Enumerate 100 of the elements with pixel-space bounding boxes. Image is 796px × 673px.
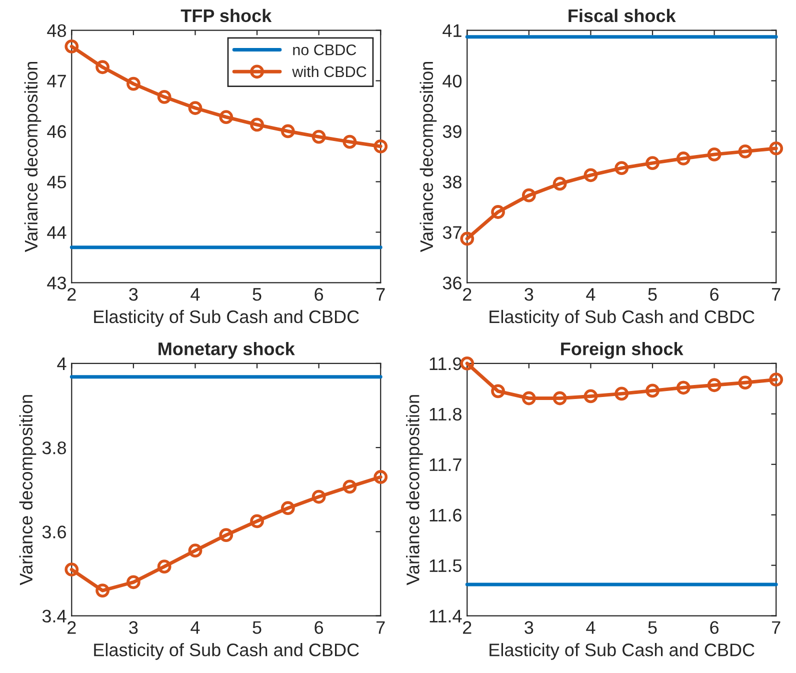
x-tick-label: 6 xyxy=(314,621,324,634)
chart-title: Foreign shock xyxy=(561,342,684,359)
point xyxy=(280,124,295,138)
point xyxy=(64,39,79,54)
point xyxy=(188,101,202,115)
point xyxy=(96,60,110,74)
y-tick-label: 43 xyxy=(47,276,66,290)
y-axis-title: Variance decomposition xyxy=(406,395,423,586)
x-tick-label: 4 xyxy=(586,621,596,634)
point xyxy=(738,376,752,390)
point xyxy=(584,389,598,404)
point xyxy=(460,232,474,246)
x-tick-label: 3 xyxy=(129,288,138,301)
x-axis-title: Elasticity of Sub Cash and CBDC xyxy=(490,310,754,327)
y-tick-label: 37 xyxy=(442,226,462,239)
y-tick-label: 11.7 xyxy=(430,458,462,471)
point xyxy=(157,90,172,104)
point xyxy=(614,386,629,401)
point xyxy=(312,130,326,144)
y-tick-label: 48 xyxy=(47,24,66,38)
y-tick-label: 45 xyxy=(47,176,66,188)
x-tick-label: 5 xyxy=(252,288,262,301)
point xyxy=(219,528,234,542)
x-tick-label: 2 xyxy=(463,288,472,301)
x-tick-label: 2 xyxy=(68,288,76,301)
point xyxy=(522,188,536,202)
point xyxy=(188,544,202,558)
x-tick-label: 7 xyxy=(772,621,780,634)
x-tick-label: 6 xyxy=(710,288,719,301)
x-tick-label: 5 xyxy=(648,621,657,634)
y-tick-label: 41 xyxy=(442,24,462,37)
y-axis-title: Variance decomposition xyxy=(420,62,437,252)
legend-label: with CBDC xyxy=(292,66,366,78)
y-tick-label: 39 xyxy=(442,125,462,138)
x-axis-title: Elasticity of Sub Cash and CBDC xyxy=(94,643,359,660)
point xyxy=(312,490,326,504)
x-tick-label: 7 xyxy=(376,288,385,301)
point xyxy=(522,391,536,406)
x-tick-label: 6 xyxy=(314,288,324,301)
y-tick-label: 11.9 xyxy=(430,357,462,370)
point xyxy=(769,372,784,387)
y-tick-label: 44 xyxy=(47,226,66,239)
x-tick-label: 3 xyxy=(524,621,534,634)
point xyxy=(96,584,110,598)
point xyxy=(64,562,79,576)
point xyxy=(676,380,690,395)
x-tick-label: 2 xyxy=(463,621,472,634)
point xyxy=(374,470,388,484)
x-tick-label: 2 xyxy=(68,621,76,634)
point xyxy=(646,156,660,170)
x-tick-label: 7 xyxy=(772,288,780,301)
y-tick-label: 4 xyxy=(57,358,66,370)
point xyxy=(250,514,264,528)
point xyxy=(584,168,598,182)
point xyxy=(491,384,505,398)
chart-title: Monetary shock xyxy=(158,342,295,359)
point xyxy=(342,480,357,494)
y-tick-label: 47 xyxy=(47,74,66,88)
y-tick-label: 46 xyxy=(47,125,66,138)
chart-title: Fiscal shock xyxy=(568,8,676,22)
x-tick-label: 4 xyxy=(190,621,200,634)
y-tick-label: 3.8 xyxy=(42,441,66,454)
y-tick-label: 3.4 xyxy=(42,610,66,623)
point xyxy=(491,205,505,219)
x-tick-label: 7 xyxy=(376,621,385,634)
point xyxy=(219,110,234,124)
y-axis-title: Variance decomposition xyxy=(24,62,42,252)
y-tick-label: 11.5 xyxy=(430,559,462,572)
point xyxy=(126,76,140,91)
x-tick-label: 4 xyxy=(586,288,596,301)
point xyxy=(614,161,629,176)
x-tick-label: 4 xyxy=(190,288,200,301)
point xyxy=(126,575,140,590)
y-axis-title: Variance decomposition xyxy=(19,395,36,586)
point xyxy=(342,134,357,149)
y-tick-label: 11.6 xyxy=(430,508,462,522)
point xyxy=(646,384,660,398)
point xyxy=(676,152,690,166)
point xyxy=(738,144,752,158)
point xyxy=(250,118,264,132)
legend-label: no CBDC xyxy=(293,44,356,56)
point xyxy=(707,378,722,392)
x-tick-label: 3 xyxy=(524,288,534,301)
y-tick-label: 11.8 xyxy=(430,408,462,421)
y-tick-label: 38 xyxy=(442,176,462,188)
x-axis-title: Elasticity of Sub Cash and CBDC xyxy=(94,310,359,327)
point xyxy=(374,139,388,154)
point xyxy=(552,391,567,406)
y-tick-label: 11.4 xyxy=(430,610,462,622)
point xyxy=(707,148,722,162)
x-tick-label: 3 xyxy=(129,621,138,634)
chart-title: TFP shock xyxy=(180,8,272,22)
point xyxy=(769,141,784,156)
y-tick-label: 36 xyxy=(442,276,462,290)
x-tick-label: 5 xyxy=(648,288,657,301)
point xyxy=(157,560,172,574)
x-tick-label: 6 xyxy=(710,621,719,634)
y-tick-label: 40 xyxy=(442,74,462,88)
x-tick-label: 5 xyxy=(252,621,262,634)
point xyxy=(552,176,567,191)
